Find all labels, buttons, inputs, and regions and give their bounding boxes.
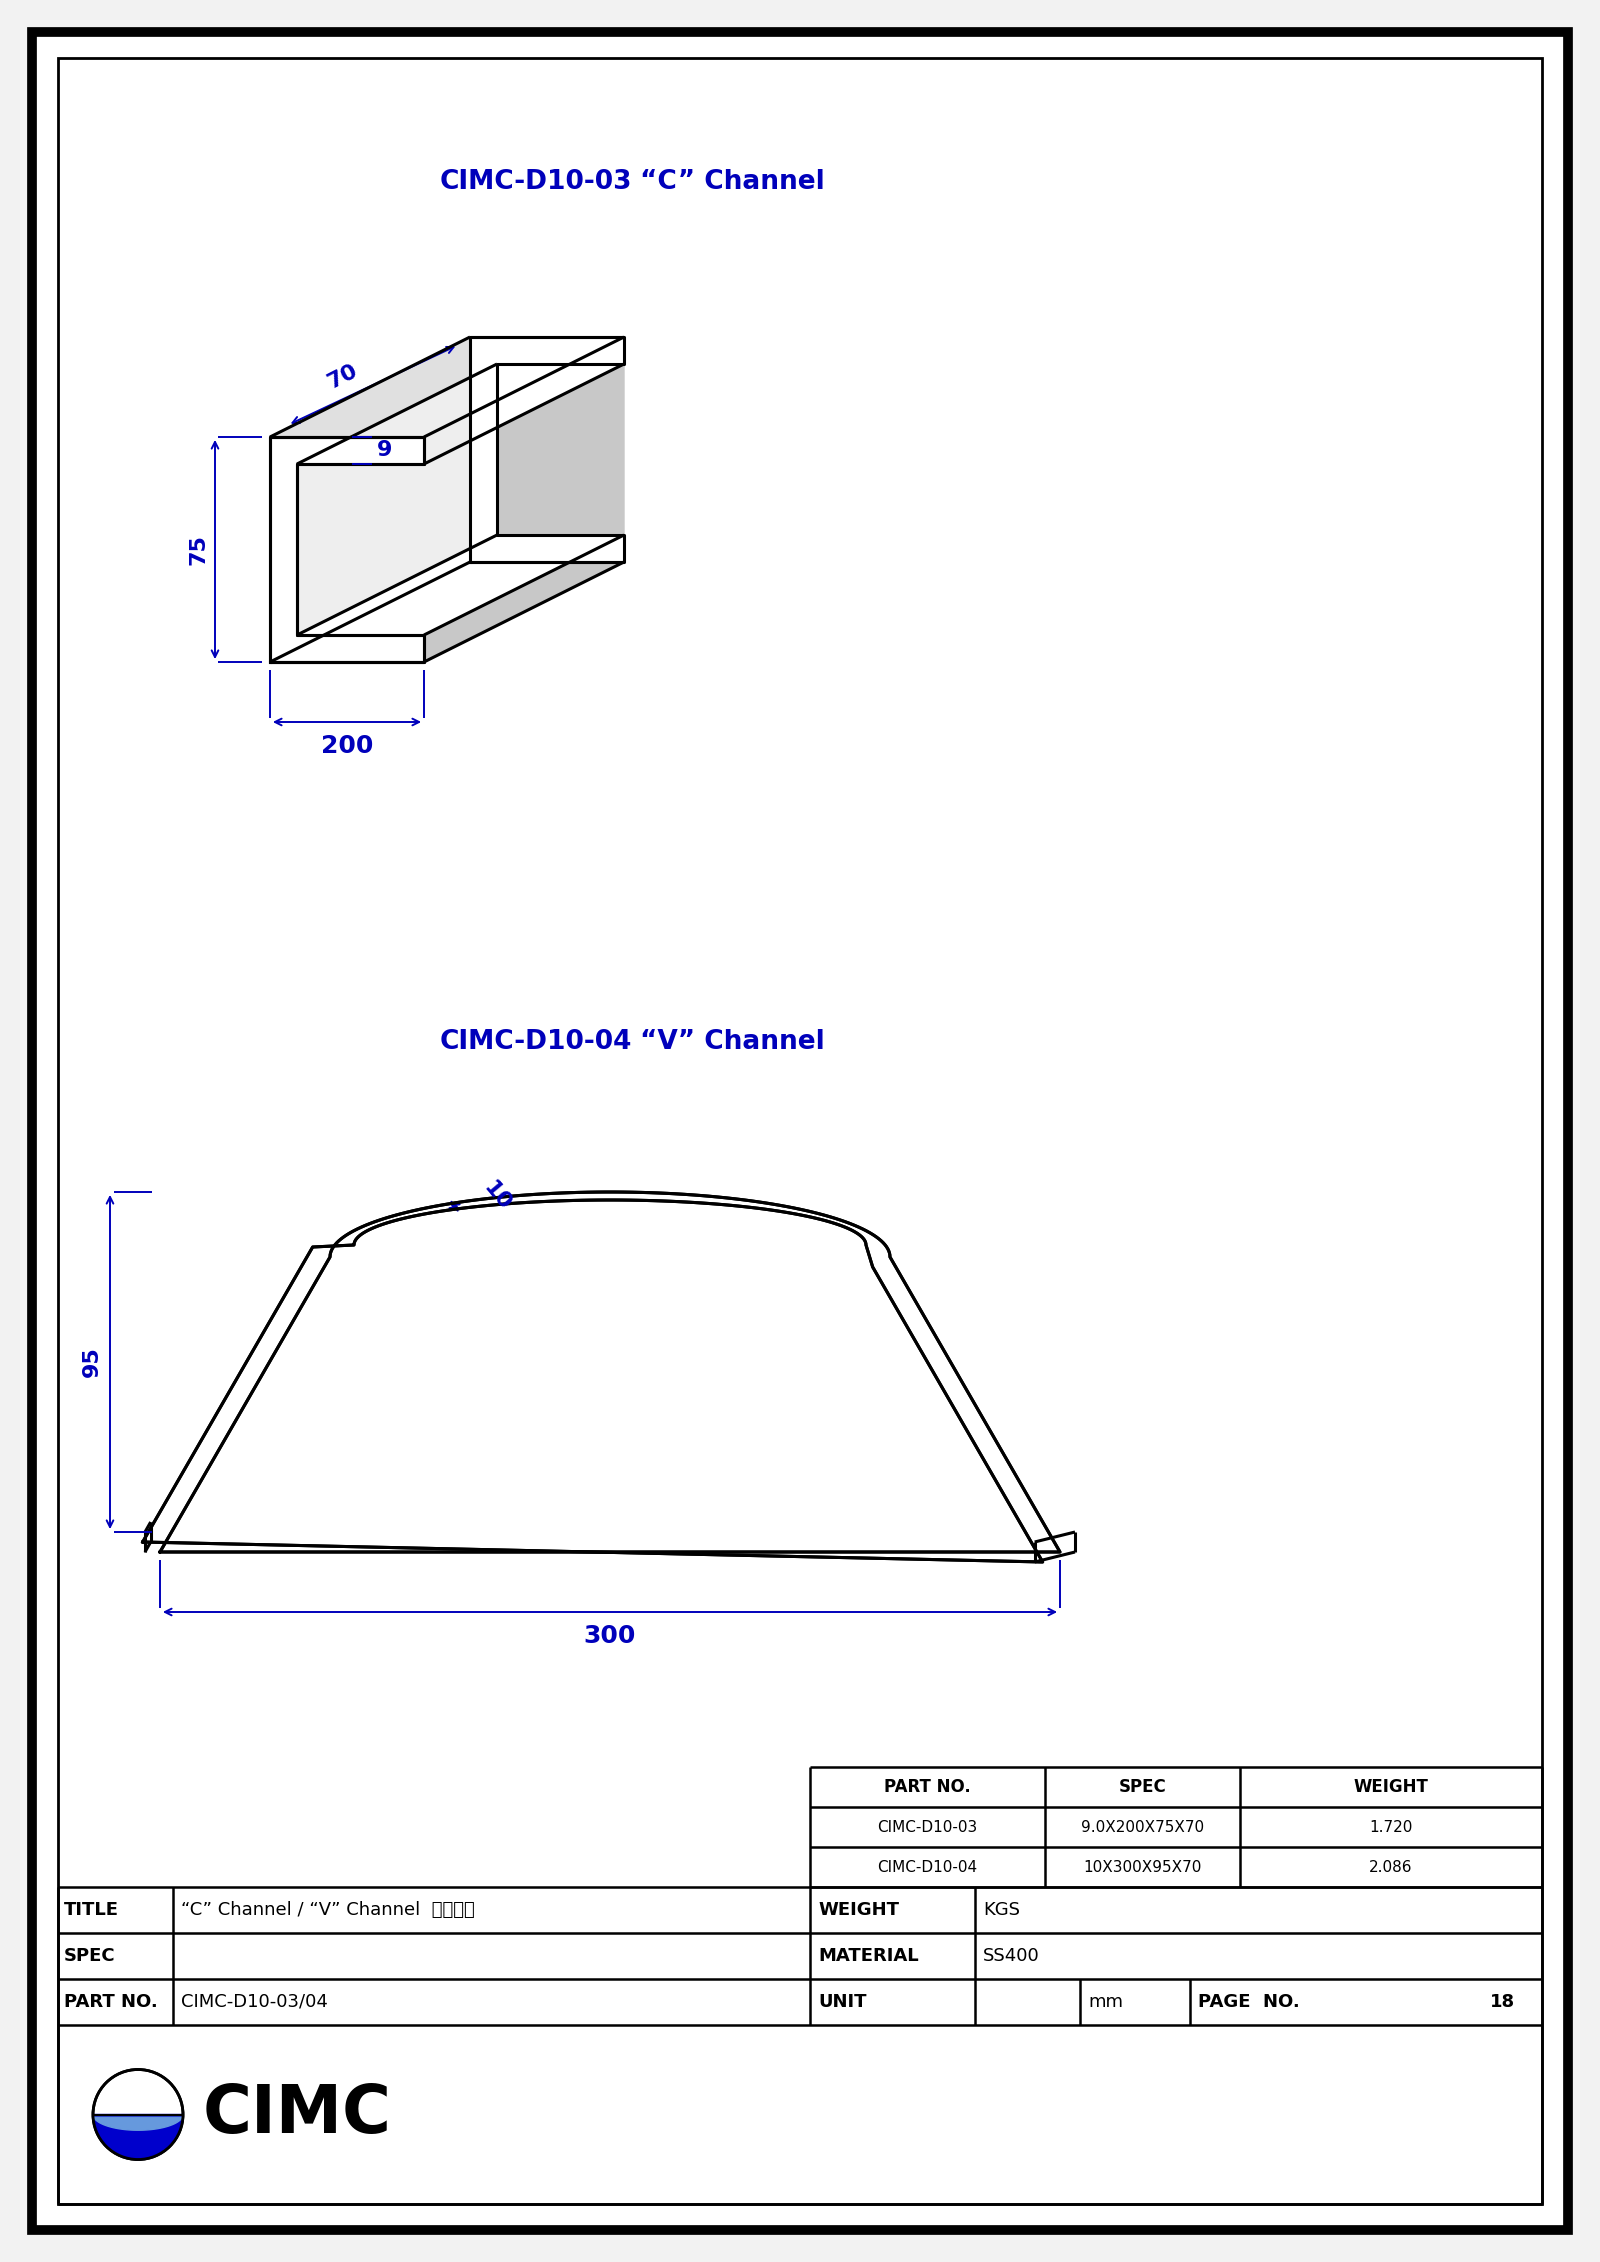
Text: 1.720: 1.720 [1370, 1819, 1413, 1834]
Text: “C” Channel / “V” Channel  防撞槽鈢: “C” Channel / “V” Channel 防撞槽鈢 [181, 1900, 475, 1918]
Text: CIMC: CIMC [203, 2081, 392, 2147]
Circle shape [93, 2070, 182, 2160]
Text: “C” Channel: “C” Channel [640, 170, 824, 195]
Text: SS400: SS400 [982, 1948, 1040, 1966]
Text: CIMC-D10-04: CIMC-D10-04 [440, 1029, 632, 1054]
Text: 2.086: 2.086 [1370, 1859, 1413, 1875]
Text: PART NO.: PART NO. [64, 1993, 158, 2011]
Text: 10X300X95X70: 10X300X95X70 [1083, 1859, 1202, 1875]
Polygon shape [298, 536, 624, 636]
Polygon shape [270, 437, 424, 663]
Text: TITLE: TITLE [64, 1900, 118, 1918]
Text: SPEC: SPEC [1118, 1778, 1166, 1796]
Polygon shape [93, 2115, 182, 2160]
Text: 300: 300 [584, 1624, 637, 1649]
Text: mm: mm [1088, 1993, 1123, 2011]
Text: 200: 200 [322, 733, 373, 758]
Text: CIMC-D10-04: CIMC-D10-04 [877, 1859, 978, 1875]
Text: 9: 9 [376, 441, 392, 461]
Text: “V” Channel: “V” Channel [640, 1029, 824, 1054]
Polygon shape [298, 364, 498, 636]
Polygon shape [470, 337, 624, 561]
Text: 9.0X200X75X70: 9.0X200X75X70 [1082, 1819, 1205, 1834]
Text: KGS: KGS [982, 1900, 1021, 1918]
Polygon shape [424, 337, 624, 663]
Text: WEIGHT: WEIGHT [1354, 1778, 1429, 1796]
Polygon shape [94, 2117, 182, 2131]
Text: MATERIAL: MATERIAL [818, 1948, 918, 1966]
Text: 10: 10 [480, 1179, 515, 1215]
Polygon shape [270, 561, 624, 663]
Text: SPEC: SPEC [64, 1948, 115, 1966]
Text: 18: 18 [1490, 1993, 1515, 2011]
Text: PART NO.: PART NO. [885, 1778, 971, 1796]
Polygon shape [1035, 1531, 1075, 1563]
Text: 75: 75 [189, 534, 210, 566]
Text: CIMC-D10-03/04: CIMC-D10-03/04 [181, 1993, 328, 2011]
Text: 70: 70 [325, 362, 362, 394]
Polygon shape [298, 364, 624, 464]
Polygon shape [160, 1192, 1059, 1552]
Polygon shape [270, 337, 624, 437]
Text: CIMC-D10-03: CIMC-D10-03 [877, 1819, 978, 1834]
Text: WEIGHT: WEIGHT [818, 1900, 899, 1918]
Text: UNIT: UNIT [818, 1993, 867, 2011]
Text: PAGE  NO.: PAGE NO. [1198, 1993, 1299, 2011]
Text: CIMC-D10-03: CIMC-D10-03 [440, 170, 632, 195]
Polygon shape [146, 1522, 150, 1552]
Text: 95: 95 [82, 1346, 102, 1378]
